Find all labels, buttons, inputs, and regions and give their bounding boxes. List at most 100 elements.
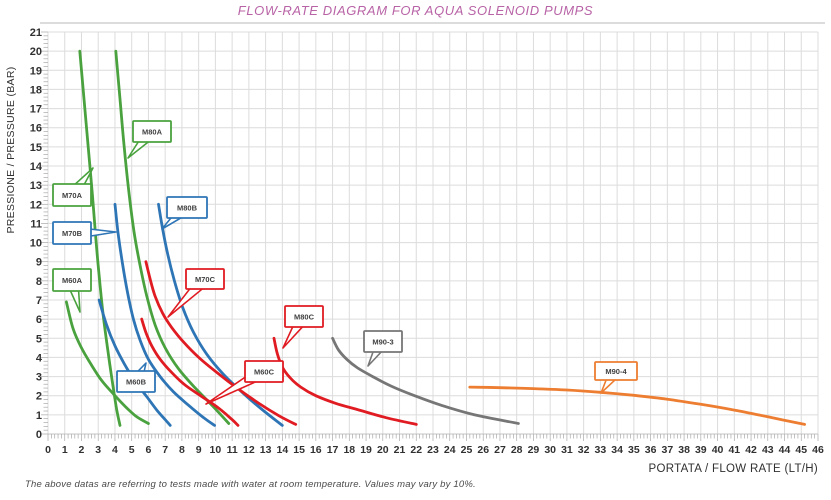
x-tick-label: 46 (812, 444, 824, 456)
title-divider (40, 22, 825, 24)
label-text: M80A (142, 128, 163, 137)
y-axis-title: PRESSIONE / PRESSURE (BAR) (5, 66, 17, 233)
x-axis-tick-labels: 0 1 2 3 4 5 6 7 8 9 10 11 12 13 14 15 16 17 18 19 20 21 22 23 24… (45, 444, 824, 456)
x-tick-label: 20 (377, 444, 389, 456)
label-box (363, 330, 403, 353)
y-tick-label: 21 (30, 27, 42, 39)
label-box (284, 305, 324, 328)
x-tick-label: 6 (146, 444, 152, 456)
x-tick-label: 28 (511, 444, 523, 456)
y-tick-label: 9 (36, 257, 42, 269)
label-M80B: M80B (161, 196, 208, 230)
x-tick-label: 45 (795, 444, 807, 456)
pump-curves (65, 49, 806, 427)
curve-M90-3 (331, 336, 520, 425)
label-M80A: M80A (127, 120, 172, 159)
y-tick-label: 20 (30, 46, 42, 58)
curve-M70B (113, 202, 216, 427)
x-tick-label: 10 (210, 444, 222, 456)
y-tick-label: 11 (30, 218, 42, 230)
x-tick-label: 5 (129, 444, 135, 456)
y-tick-label: 13 (30, 180, 42, 192)
x-tick-label: 40 (712, 444, 724, 456)
x-tick-label: 23 (427, 444, 439, 456)
y-tick-label: 1 (36, 410, 42, 422)
curve-M80B (157, 202, 284, 427)
x-tick-label: 11 (227, 444, 238, 456)
x-tick-label: 31 (561, 444, 573, 456)
label-box (52, 268, 92, 292)
x-tick-label: 2 (79, 444, 85, 456)
x-tick-label: 12 (243, 444, 255, 456)
y-tick-label: 17 (30, 104, 42, 116)
curve-M80A (114, 49, 231, 425)
y-tick-label: 19 (30, 65, 42, 77)
label-M90-3: M90-3 (363, 330, 403, 367)
x-tick-label: 19 (360, 444, 372, 456)
y-tick-label: 7 (36, 295, 42, 307)
x-tick-label: 41 (728, 444, 740, 456)
x-tick-label: 16 (310, 444, 322, 456)
y-tick-label: 6 (36, 314, 42, 326)
x-tick-label: 35 (628, 444, 640, 456)
y-tick-label: 10 (30, 238, 42, 250)
label-box (244, 360, 284, 383)
label-text: M60C (254, 368, 275, 377)
x-tick-label: 42 (745, 444, 757, 456)
x-tick-label: 22 (410, 444, 422, 456)
curve-M90-4 (468, 385, 806, 426)
label-M70C: M70C (167, 268, 225, 318)
label-text: M80B (177, 204, 198, 213)
label-M60C: M60C (205, 360, 284, 405)
x-tick-label: 21 (394, 444, 406, 456)
label-box (116, 370, 156, 393)
x-tick-label: 26 (477, 444, 489, 456)
x-tick-label: 18 (343, 444, 355, 456)
curve-labels: M60A M70A M80A M60B M70B M80B M60C M70C M80C M90-… (52, 120, 638, 405)
x-tick-label: 14 (277, 444, 289, 456)
y-tick-label: 3 (36, 372, 42, 384)
x-tick-label: 25 (461, 444, 473, 456)
x-tick-label: 44 (779, 444, 791, 456)
label-box (166, 196, 208, 219)
label-box (52, 221, 92, 245)
x-tick-label: 0 (45, 444, 51, 456)
label-M60B: M60B (116, 362, 156, 393)
x-axis-title: PORTATA / FLOW RATE (LT/H) (649, 463, 818, 475)
label-box (594, 361, 638, 381)
x-tick-label: 38 (678, 444, 690, 456)
label-text: M70B (62, 229, 83, 238)
x-tick-label: 33 (595, 444, 607, 456)
label-M60A: M60A (52, 268, 92, 313)
y-tick-label: 0 (36, 429, 42, 441)
label-text: M60B (126, 378, 147, 387)
x-tick-label: 34 (611, 444, 623, 456)
curve-M70A (78, 49, 122, 427)
x-tick-label: 8 (179, 444, 185, 456)
label-box (132, 120, 172, 143)
label-text: M60A (62, 276, 83, 285)
x-tick-label: 15 (293, 444, 305, 456)
label-M70A: M70A (52, 167, 94, 207)
y-tick-label: 12 (30, 199, 42, 211)
curve-M60C (140, 317, 240, 427)
curve-M60A (65, 300, 150, 425)
label-M70B: M70B (52, 221, 117, 245)
y-tick-label: 4 (36, 352, 43, 364)
y-tick-label: 14 (30, 161, 43, 173)
x-tick-label: 43 (762, 444, 774, 456)
x-tick-label: 37 (662, 444, 674, 456)
label-text: M70C (195, 275, 216, 284)
label-box (185, 268, 225, 290)
x-tick-label: 36 (645, 444, 657, 456)
x-tick-label: 27 (494, 444, 506, 456)
x-tick-label: 7 (162, 444, 168, 456)
y-tick-label: 18 (30, 84, 42, 96)
x-tick-label: 39 (695, 444, 707, 456)
y-tick-label: 5 (36, 333, 42, 345)
label-text: M90-4 (605, 367, 627, 376)
x-tick-label: 29 (528, 444, 540, 456)
y-tick-label: 8 (36, 276, 42, 288)
